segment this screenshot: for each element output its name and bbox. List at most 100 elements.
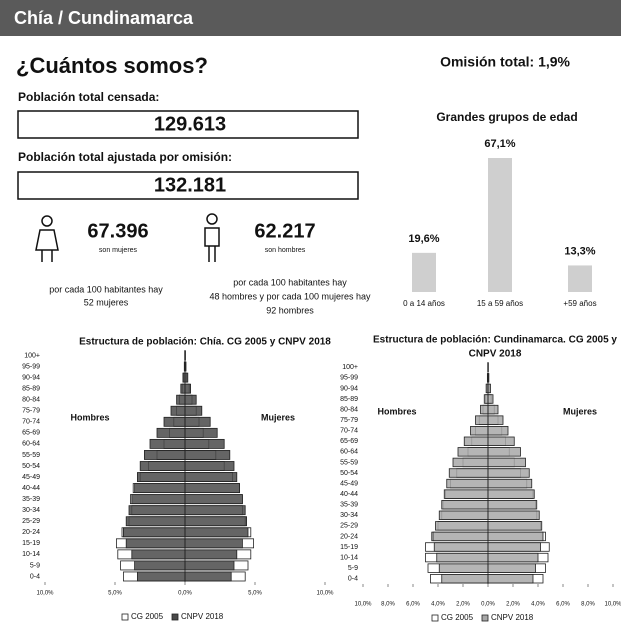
female-bar bbox=[184, 483, 240, 494]
male-bar bbox=[438, 563, 489, 573]
age-label: 70-74 bbox=[340, 428, 358, 435]
legend-swatch bbox=[121, 613, 129, 621]
age-label: 35-39 bbox=[340, 502, 358, 509]
x-tick-label: 4,0% bbox=[531, 602, 545, 608]
age-label: 30-34 bbox=[340, 512, 358, 519]
female-bar bbox=[184, 405, 203, 416]
women-caption: son mujeres bbox=[99, 247, 138, 254]
male-bar bbox=[131, 494, 186, 505]
header-bar bbox=[0, 0, 621, 36]
women-note: 52 mujeres bbox=[84, 297, 129, 307]
age-label: 50-54 bbox=[22, 463, 40, 470]
left-label: Hombres bbox=[377, 406, 416, 416]
female-bar bbox=[487, 478, 533, 489]
men-note: por cada 100 habitantes hay bbox=[233, 277, 347, 287]
female-bar bbox=[184, 494, 243, 505]
x-tick-label: 10,0% bbox=[604, 602, 621, 608]
age-label: 40-44 bbox=[22, 485, 40, 492]
male-bar bbox=[475, 415, 489, 425]
female-bar bbox=[487, 489, 535, 499]
female-bar bbox=[487, 426, 509, 436]
male-bar bbox=[143, 450, 186, 460]
age-label: 95-99 bbox=[340, 375, 358, 382]
age-label: 45-49 bbox=[22, 474, 40, 481]
female-bar bbox=[487, 563, 536, 573]
age-label: 30-34 bbox=[22, 507, 40, 514]
x-tick-label: 0,0% bbox=[178, 591, 192, 597]
age-label: 0-4 bbox=[30, 573, 40, 580]
female-bar bbox=[487, 521, 543, 531]
age-label: 100+ bbox=[342, 364, 358, 371]
age-label: 75-79 bbox=[340, 417, 358, 424]
male-bar bbox=[443, 489, 489, 499]
omission: Omisión total: 1,9% bbox=[440, 54, 570, 70]
age-label: 80-84 bbox=[340, 406, 358, 413]
male-bar bbox=[436, 552, 489, 563]
male-bar bbox=[136, 571, 186, 582]
age-label: 90-94 bbox=[22, 374, 40, 381]
x-tick-label: 5,0% bbox=[248, 591, 262, 597]
male-bar bbox=[457, 447, 489, 457]
male-bar bbox=[176, 394, 186, 405]
legend-label: CG 2005 bbox=[131, 612, 164, 621]
female-bar bbox=[184, 527, 249, 538]
male-bar bbox=[125, 538, 186, 549]
male-bar bbox=[131, 549, 186, 560]
x-tick-label: 8,0% bbox=[381, 602, 395, 608]
bar bbox=[488, 158, 512, 292]
bar-value-label: 13,3% bbox=[564, 245, 595, 257]
age-label: 55-59 bbox=[22, 452, 40, 459]
man-icon bbox=[204, 213, 220, 262]
male-bar bbox=[134, 483, 186, 494]
age-label: 10-14 bbox=[22, 551, 40, 558]
ajustada-value: 132.181 bbox=[154, 174, 226, 196]
age-label: 100+ bbox=[24, 352, 40, 359]
right-label: Mujeres bbox=[261, 412, 295, 422]
men-value: 62.217 bbox=[254, 220, 315, 242]
female-bar bbox=[184, 560, 235, 571]
female-bar bbox=[184, 416, 211, 427]
female-bar bbox=[184, 516, 247, 527]
female-bar bbox=[487, 457, 526, 468]
male-bar bbox=[149, 438, 186, 449]
men-note: 92 hombres bbox=[266, 305, 314, 315]
age-label: 20-24 bbox=[22, 529, 40, 536]
ajustada-label: Población total ajustada por omisión: bbox=[18, 150, 232, 164]
women-note: por cada 100 habitantes hay bbox=[49, 284, 163, 294]
female-bar bbox=[184, 472, 238, 482]
age-label: 15-19 bbox=[22, 540, 40, 547]
legend-swatch bbox=[481, 614, 489, 622]
women-value: 67.396 bbox=[87, 220, 148, 242]
header-title: Chía / Cundinamarca bbox=[14, 8, 194, 28]
female-bar bbox=[184, 438, 225, 449]
category-label: 15 a 59 años bbox=[477, 299, 523, 308]
x-tick-label: 8,0% bbox=[581, 602, 595, 608]
chart-title: Grandes grupos de edad bbox=[436, 110, 577, 124]
male-bar bbox=[433, 542, 489, 552]
ajustada-box bbox=[17, 171, 359, 200]
legend-label: CNPV 2018 bbox=[491, 613, 534, 622]
x-tick-label: 0,0% bbox=[481, 602, 495, 608]
female-bar bbox=[487, 531, 544, 542]
male-bar bbox=[136, 472, 186, 482]
x-tick-label: 2,0% bbox=[506, 602, 520, 608]
male-bar bbox=[156, 427, 186, 438]
female-bar bbox=[487, 510, 540, 520]
age-label: 60-64 bbox=[22, 441, 40, 448]
x-tick-label: 5,0% bbox=[108, 591, 122, 597]
chart-title: CNPV 2018 bbox=[469, 349, 522, 360]
bar-value-label: 67,1% bbox=[484, 138, 515, 150]
men-note: 48 hombres y por cada 100 mujeres hay bbox=[209, 291, 371, 301]
male-bar bbox=[435, 521, 489, 531]
male-bar bbox=[441, 574, 489, 584]
left-label: Hombres bbox=[70, 412, 109, 422]
age-label: 35-39 bbox=[22, 496, 40, 503]
bar bbox=[412, 252, 436, 292]
age-label: 20-24 bbox=[340, 533, 358, 540]
age-label: 70-74 bbox=[22, 419, 40, 426]
male-bar bbox=[480, 404, 489, 415]
female-bar bbox=[184, 505, 246, 516]
female-bar bbox=[487, 500, 538, 510]
x-tick-label: 4,0% bbox=[431, 602, 445, 608]
legend-swatch bbox=[171, 613, 179, 621]
